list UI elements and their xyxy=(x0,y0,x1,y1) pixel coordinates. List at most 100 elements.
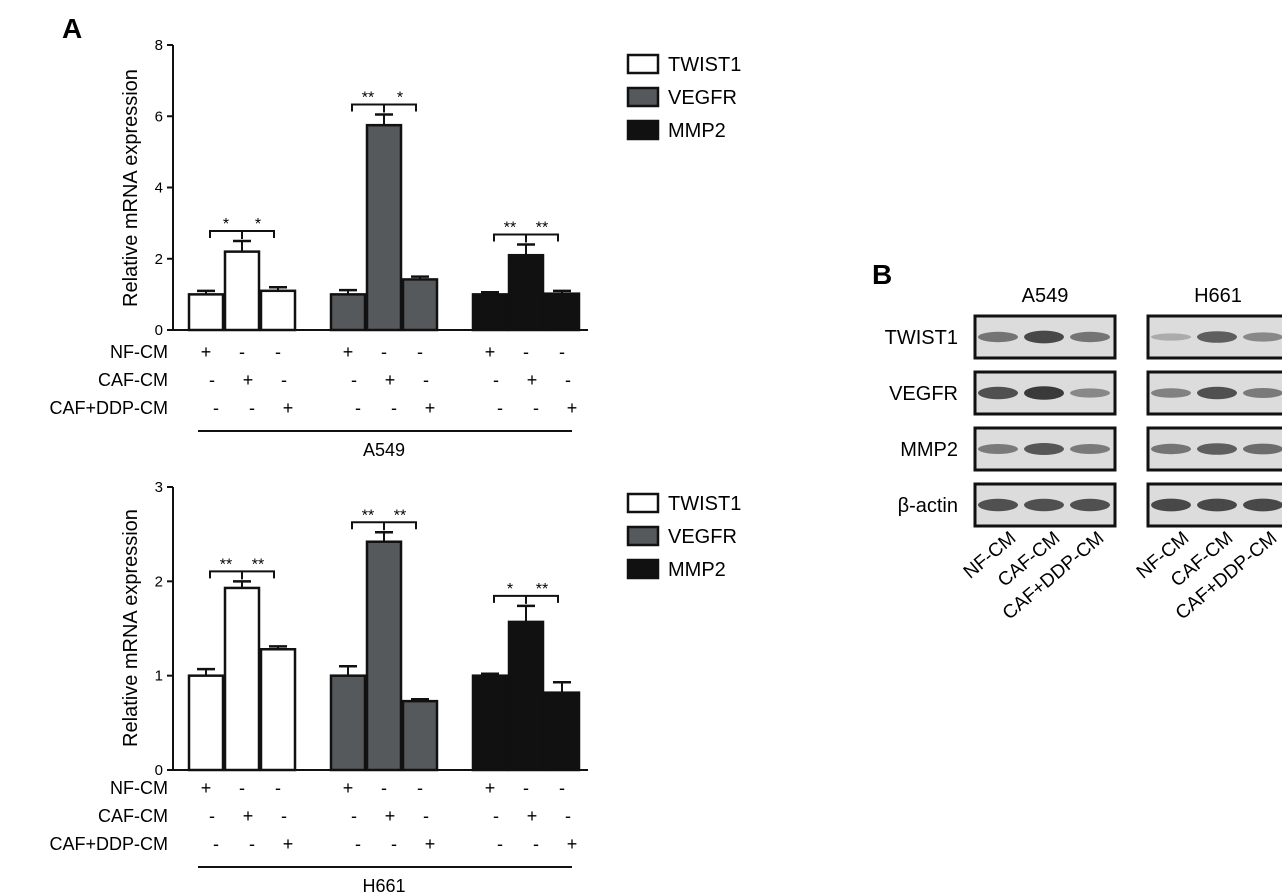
y-tick-label: 1 xyxy=(155,668,163,685)
treatment-symbol: - xyxy=(523,778,529,798)
blot-band xyxy=(1070,498,1110,512)
treatment-symbol: - xyxy=(351,806,357,826)
treatment-symbol: + xyxy=(527,370,538,390)
significance-mark: ** xyxy=(394,507,406,524)
treatment-symbol: - xyxy=(355,834,361,854)
bar xyxy=(259,648,297,772)
cell-line-label: H661 xyxy=(362,876,405,895)
significance-mark: * xyxy=(255,216,261,233)
treatment-symbol: - xyxy=(417,778,423,798)
bar xyxy=(365,540,403,772)
treatment-symbol: - xyxy=(391,834,397,854)
western-blot: A549 H661TWIST1VEGFRMMP2β-actinNF-CMCAF-C… xyxy=(885,285,1282,624)
blot-band xyxy=(1243,443,1282,455)
treatment-symbol: + xyxy=(485,342,496,362)
blot-band xyxy=(1243,388,1282,398)
treatment-symbol: - xyxy=(381,342,387,362)
legend-label: VEGFR xyxy=(668,526,737,548)
bar xyxy=(507,620,545,772)
blot-band xyxy=(1197,443,1237,455)
significance-bracket xyxy=(351,521,417,531)
panel-label-b: B xyxy=(872,259,892,290)
treatment-symbol: - xyxy=(249,398,255,418)
treatment-symbol: - xyxy=(213,398,219,418)
blot-band xyxy=(1070,388,1110,398)
y-tick-label: 8 xyxy=(155,37,163,54)
blot-protein-label: β-actin xyxy=(898,495,958,517)
treatment-symbol: + xyxy=(527,806,538,826)
treatment-row-label: CAF+DDP-CM xyxy=(49,398,168,418)
significance-mark: * xyxy=(507,581,513,598)
legend-label: TWIST1 xyxy=(668,54,741,76)
blot-band xyxy=(1197,386,1237,400)
treatment-symbol: - xyxy=(559,342,565,362)
treatment-symbol: - xyxy=(559,778,565,798)
treatment-symbol: - xyxy=(351,370,357,390)
legend-label: TWIST1 xyxy=(668,493,741,515)
bar xyxy=(471,674,509,772)
legend-swatch xyxy=(626,53,660,75)
blot-protein-label: TWIST1 xyxy=(885,327,958,349)
blot-band xyxy=(978,444,1018,454)
treatment-symbol: - xyxy=(417,342,423,362)
blot-band xyxy=(1197,331,1237,343)
y-axis-label: Relative mRNA expression xyxy=(120,69,142,307)
y-tick-label: 2 xyxy=(155,251,163,268)
y-tick-label: 2 xyxy=(155,573,163,590)
significance-mark: ** xyxy=(536,220,548,237)
treatment-symbol: - xyxy=(275,778,281,798)
significance-mark: ** xyxy=(504,220,516,237)
bar xyxy=(329,293,367,332)
blot-band xyxy=(1243,498,1282,512)
significance-mark: ** xyxy=(220,556,232,573)
y-tick-label: 0 xyxy=(155,762,163,779)
blot-band xyxy=(1151,498,1191,512)
significance-bracket xyxy=(209,570,275,580)
treatment-row-label: CAF-CM xyxy=(98,370,168,390)
significance-mark: ** xyxy=(252,556,264,573)
treatment-symbol: - xyxy=(533,834,539,854)
treatment-symbol: - xyxy=(239,778,245,798)
chart-h661: Relative mRNA expression TWIST1 VEGFR MMP2… xyxy=(49,479,741,895)
treatment-symbol: - xyxy=(493,806,499,826)
blot-band xyxy=(1070,444,1110,454)
treatment-symbol: - xyxy=(493,370,499,390)
y-tick-label: 4 xyxy=(155,180,163,197)
treatment-symbol: + xyxy=(283,398,294,418)
treatment-symbol: + xyxy=(243,806,254,826)
blot-cell-line-label: A549 xyxy=(1022,285,1069,307)
significance-mark: * xyxy=(223,216,229,233)
treatment-symbol: - xyxy=(497,398,503,418)
treatment-symbol: + xyxy=(425,398,436,418)
legend-label: MMP2 xyxy=(668,120,726,142)
treatment-symbol: - xyxy=(565,806,571,826)
treatment-symbol: + xyxy=(201,342,212,362)
bar xyxy=(223,250,261,332)
bar xyxy=(259,289,297,332)
cell-line-label: A549 xyxy=(363,440,405,460)
significance-bracket xyxy=(209,229,275,239)
y-tick-label: 0 xyxy=(155,322,163,339)
treatment-symbol: - xyxy=(281,370,287,390)
legend-swatch xyxy=(626,558,660,580)
legend-swatch xyxy=(626,492,660,514)
treatment-symbol: - xyxy=(209,806,215,826)
treatment-row-label: NF-CM xyxy=(110,342,168,362)
treatment-symbol: - xyxy=(533,398,539,418)
treatment-symbol: - xyxy=(281,806,287,826)
significance-bracket xyxy=(351,103,417,113)
legend-label: MMP2 xyxy=(668,559,726,581)
blot-band xyxy=(1197,498,1237,512)
treatment-symbol: + xyxy=(283,834,294,854)
bar xyxy=(187,674,225,772)
bar xyxy=(401,278,439,332)
significance-mark: * xyxy=(397,89,403,106)
legend-label: VEGFR xyxy=(668,87,737,109)
bar xyxy=(223,586,261,772)
treatment-symbol: - xyxy=(497,834,503,854)
blot-band xyxy=(978,386,1018,400)
blot-band xyxy=(1151,443,1191,455)
treatment-row-label: NF-CM xyxy=(110,778,168,798)
bar xyxy=(543,292,581,332)
